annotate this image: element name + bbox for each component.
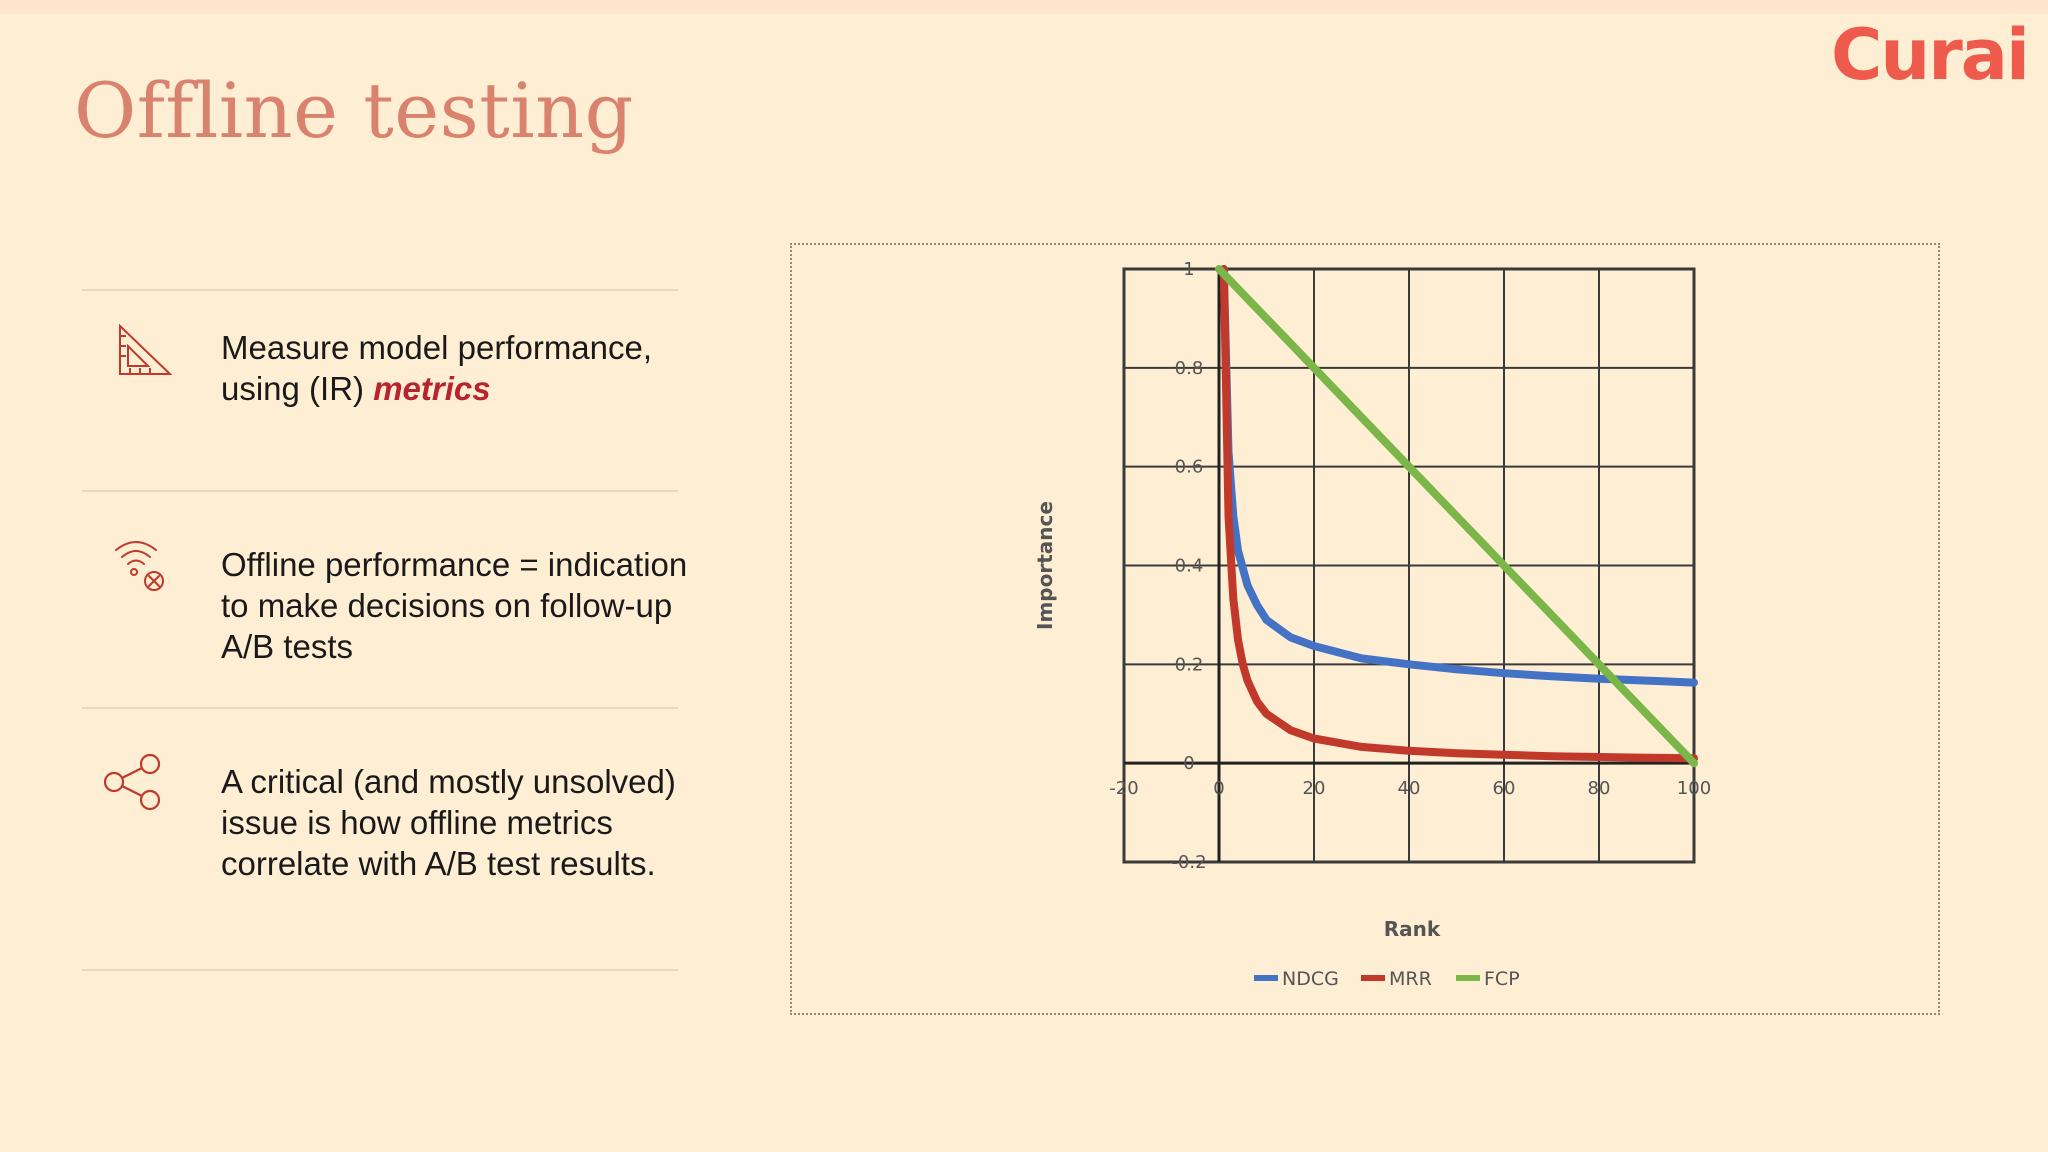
divider (82, 289, 678, 291)
x-tick-label: 40 (1398, 778, 1421, 799)
accent-text: metrics (373, 370, 491, 407)
divider (82, 707, 678, 709)
top-band (0, 0, 2048, 14)
series-line-fcp (1215, 265, 1698, 768)
y-tick-label: -0.2 (1171, 852, 1206, 873)
y-tick-label: 0.8 (1175, 358, 1204, 379)
y-tick-label: 0.6 (1175, 457, 1204, 478)
y-tick-label: 0.4 (1175, 556, 1204, 577)
series-line-ndcg (1219, 265, 1698, 687)
x-tick-label: 80 (1588, 778, 1611, 799)
page-title: Offline testing (74, 66, 634, 155)
legend-label-mrr: MRR (1389, 968, 1432, 990)
y-axis-label: Importance (1033, 501, 1057, 630)
legend-label-fcp: FCP (1484, 968, 1520, 990)
brand-logo: Curai (1831, 14, 2030, 96)
x-axis-label: Rank (1384, 917, 1441, 941)
share-icon (102, 752, 164, 817)
y-tick-label: 0 (1183, 753, 1194, 774)
ruler-triangle-icon (114, 320, 174, 385)
y-tick-label: 0.2 (1175, 654, 1204, 675)
x-tick-label: 100 (1677, 778, 1711, 799)
x-tick-label: 0 (1213, 778, 1224, 799)
divider (82, 490, 678, 492)
x-tick-label: 20 (1303, 778, 1326, 799)
list-item: Measure model performance, using (IR) me… (221, 327, 691, 409)
divider (82, 969, 678, 971)
series-line-mrr (1219, 265, 1698, 763)
x-tick-label: 60 (1493, 778, 1516, 799)
x-tick-label: -20 (1109, 778, 1138, 799)
list-item: A critical (and mostly unsolved) issue i… (221, 763, 676, 882)
legend: NDCG MRR FCP (1254, 968, 1520, 990)
y-tick-label: 1 (1183, 259, 1194, 280)
wifi-error-icon (112, 536, 172, 601)
legend-label-ndcg: NDCG (1282, 968, 1339, 990)
chart-frame (790, 243, 1940, 1015)
list-item: Offline performance = indication to make… (221, 546, 688, 665)
list-item-text: Measure model performance, using (IR) (221, 329, 653, 407)
